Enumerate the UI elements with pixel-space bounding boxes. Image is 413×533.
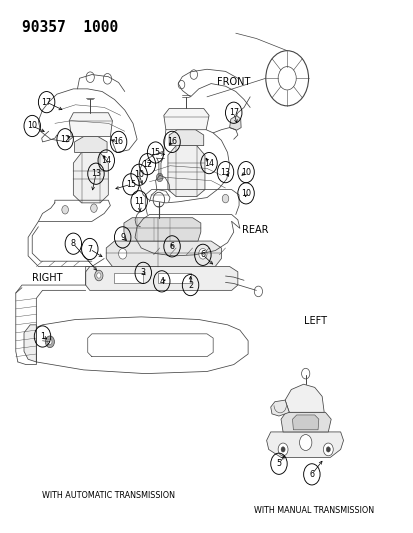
Circle shape: [103, 74, 112, 84]
Polygon shape: [123, 217, 200, 241]
Circle shape: [95, 270, 103, 281]
Text: 6: 6: [309, 470, 313, 479]
Polygon shape: [169, 130, 203, 146]
Text: 5: 5: [276, 459, 281, 469]
Polygon shape: [168, 146, 204, 197]
Text: 12: 12: [142, 160, 152, 168]
Text: 6: 6: [200, 251, 205, 260]
Text: 11: 11: [134, 197, 144, 206]
Circle shape: [45, 336, 54, 348]
Text: WITH MANUAL TRANSMISSION: WITH MANUAL TRANSMISSION: [253, 506, 373, 515]
Polygon shape: [73, 152, 108, 203]
Text: WITH AUTOMATIC TRANSMISSION: WITH AUTOMATIC TRANSMISSION: [42, 491, 174, 500]
Text: 10: 10: [27, 122, 37, 131]
Text: 2: 2: [188, 280, 192, 289]
Text: 15: 15: [150, 148, 160, 157]
Text: 17: 17: [41, 98, 52, 107]
Polygon shape: [106, 241, 221, 266]
Circle shape: [190, 70, 197, 79]
Circle shape: [325, 447, 330, 452]
Polygon shape: [229, 115, 240, 130]
Circle shape: [135, 226, 142, 235]
Text: 14: 14: [101, 156, 111, 165]
Polygon shape: [85, 266, 237, 290]
Text: 90357  1000: 90357 1000: [22, 20, 118, 35]
Polygon shape: [114, 273, 143, 284]
Polygon shape: [285, 384, 323, 413]
Polygon shape: [69, 113, 112, 136]
Circle shape: [154, 196, 161, 205]
Circle shape: [178, 80, 184, 89]
Polygon shape: [292, 415, 318, 430]
Circle shape: [299, 434, 311, 450]
Circle shape: [222, 195, 228, 203]
Polygon shape: [164, 109, 209, 130]
Text: 3: 3: [140, 268, 145, 277]
Polygon shape: [266, 432, 343, 457]
Polygon shape: [280, 413, 330, 432]
Circle shape: [280, 447, 285, 452]
Circle shape: [278, 443, 287, 456]
Circle shape: [97, 273, 101, 278]
Circle shape: [153, 192, 164, 207]
Polygon shape: [270, 400, 289, 416]
Text: 13: 13: [220, 167, 230, 176]
Circle shape: [301, 368, 309, 379]
Text: 12: 12: [60, 135, 70, 144]
Text: 16: 16: [113, 138, 123, 147]
Text: 1: 1: [40, 332, 45, 341]
Circle shape: [323, 443, 332, 456]
Circle shape: [90, 204, 97, 213]
Polygon shape: [157, 273, 190, 284]
Circle shape: [62, 206, 68, 214]
Text: 6: 6: [169, 242, 174, 251]
Polygon shape: [24, 325, 36, 362]
Polygon shape: [74, 136, 107, 152]
Circle shape: [86, 72, 94, 83]
Text: 14: 14: [204, 159, 214, 167]
Circle shape: [118, 248, 126, 259]
Text: 10: 10: [240, 167, 250, 176]
Text: RIGHT: RIGHT: [32, 273, 63, 283]
Text: 9: 9: [120, 233, 125, 242]
Circle shape: [198, 248, 206, 259]
Text: 13: 13: [91, 169, 101, 178]
Text: 8: 8: [71, 239, 76, 248]
Text: 7: 7: [87, 245, 92, 254]
Text: REAR: REAR: [241, 225, 268, 235]
Text: 16: 16: [166, 138, 177, 147]
Circle shape: [156, 173, 163, 182]
Text: 15: 15: [126, 180, 135, 189]
Text: FRONT: FRONT: [216, 77, 250, 87]
Text: LEFT: LEFT: [304, 316, 327, 326]
Circle shape: [48, 339, 52, 344]
Text: 17: 17: [228, 108, 238, 117]
Text: 10: 10: [240, 189, 250, 198]
Text: 4: 4: [159, 277, 164, 286]
Text: 10: 10: [134, 170, 144, 179]
